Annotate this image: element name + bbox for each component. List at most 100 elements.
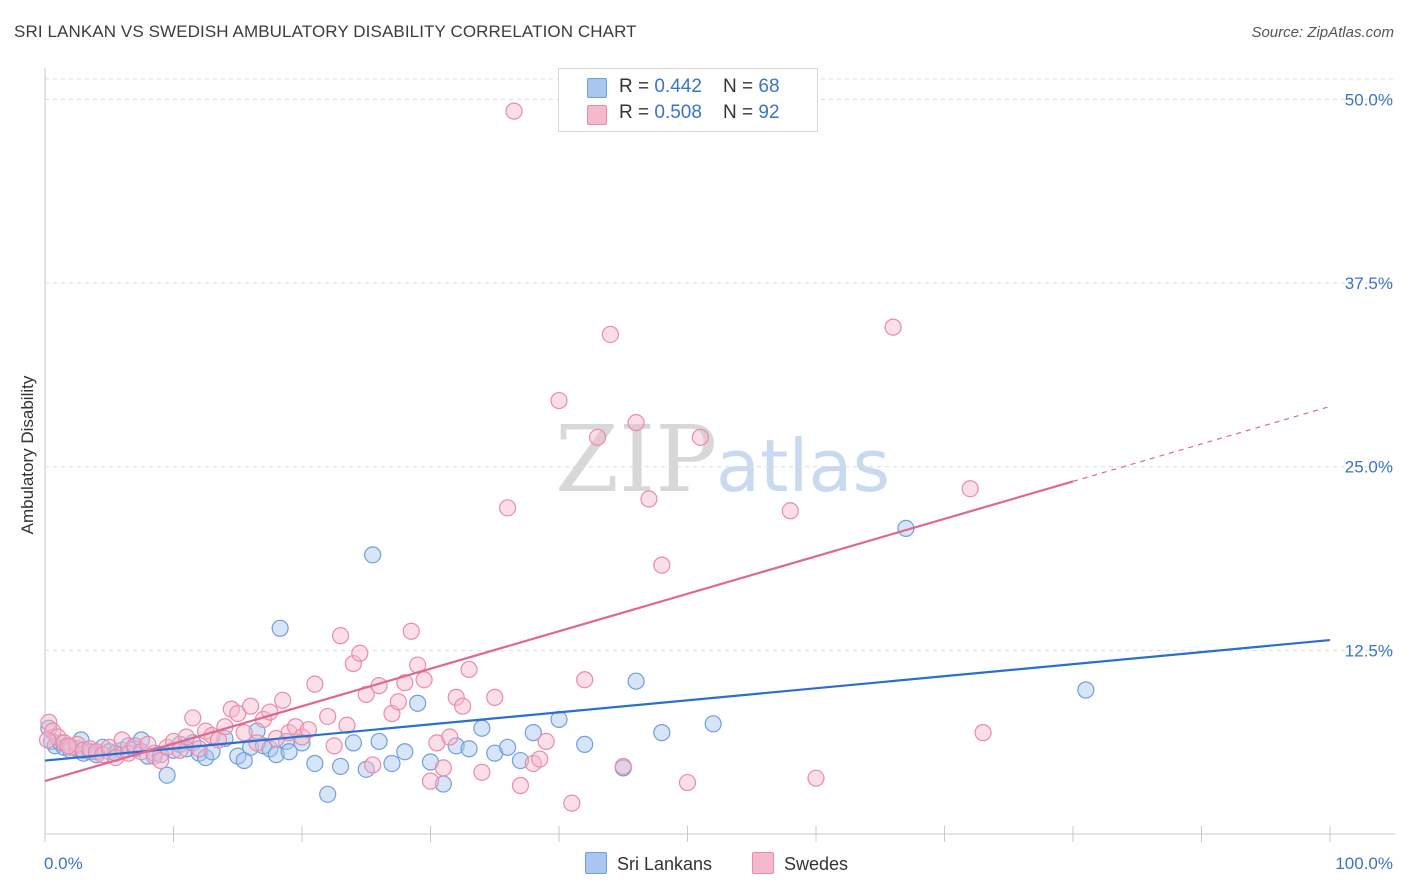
swedes-point [402,622,420,640]
stats-legend: R = 0.442 N = 68 R = 0.508 N = 92 [558,68,818,132]
y-tick-label: 50.0% [1345,90,1393,109]
swedes-point [961,480,979,498]
swedes-point [38,731,57,749]
swedes-point [190,740,208,758]
sri-lankans-point [1077,681,1095,699]
swedes-point [447,688,465,706]
swedes-point [421,772,440,790]
swedes-point [454,697,472,715]
tick-labels: 12.5% 25.0% 37.5% 50.0% 0.0% 100.0% [44,90,1393,873]
legend-n-label: N = [723,76,759,97]
swedes-point [242,697,260,715]
sri-lankans-point [364,546,382,564]
swedes-point [640,490,658,508]
sri-lankans-point [627,672,645,690]
sri-lankans-point [409,694,427,712]
swedes-point [286,718,305,736]
swedes-point [576,671,594,689]
swedes-point [248,734,266,752]
swedes-point [74,741,93,759]
swedes-point [499,499,517,517]
sri-lankans-point [499,738,517,756]
swedes-point [531,750,549,768]
bottom-legend-label: Sri Lankans [617,854,713,874]
sri-lankans-point [271,619,289,637]
legend-n-label: N = [723,102,759,123]
y-tick-label: 25.0% [1345,458,1393,477]
sri-lankans-point [473,719,491,737]
x-tick-label: 100.0% [1335,854,1393,873]
swedes-point [537,732,555,751]
watermark-atlas: atlas [716,424,890,508]
swedes-point [364,756,382,774]
swedes-point [588,428,607,446]
swedes-point [884,318,902,336]
swedes-point [274,691,292,709]
sri-lankans-point [511,751,530,770]
swedes-point [306,675,324,693]
sri-lankans-point [158,766,176,784]
sri-lankans-point [704,715,722,733]
x-tick-label: 0.0% [44,854,83,873]
legend-row-sri-lankans: R = 0.442 N = 68 [619,76,780,98]
chart-title: SRI LANKAN VS SWEDISH AMBULATORY DISABIL… [14,22,637,41]
swedes-point [331,627,350,645]
legend-row-swedes: R = 0.508 N = 92 [619,102,780,124]
swedes-point [807,769,825,787]
bottom-legend-sri-lankans: Sri Lankans [585,852,712,875]
swedes-point [460,660,478,679]
sri-lankans-point [280,743,298,761]
sri-lankans-point [460,740,478,758]
swedes-point [601,325,620,344]
sri-lankans-point [383,754,401,773]
source-label: Source: ZipAtlas.com [1251,24,1394,41]
swedes-point [351,644,369,662]
legend-r-value: 0.508 [654,102,702,123]
swedes-point [473,763,491,781]
swedes-point [59,737,77,755]
sri-lankans-point [197,748,215,767]
sri-lankans-points [40,519,1095,803]
swedes-point [319,707,337,726]
y-tick-label: 12.5% [1345,641,1393,660]
swedes-point [184,709,202,727]
swedes-point [486,688,504,706]
swedes-point [235,724,253,742]
swedes-point [511,776,530,795]
swedes-point [415,671,433,689]
swedes-point [505,102,523,120]
bottom-legend-label: Swedes [784,854,849,874]
zipatlas-watermark: ZIP atlas [555,406,890,513]
swedes-point [550,391,568,410]
swedes-point [974,724,992,742]
swedes-point [389,693,407,711]
legend-n-value: 92 [758,102,780,123]
sri-lankans-point [447,737,465,755]
swedes-point [691,428,709,446]
sri-lankans-point [331,757,350,776]
y-tick-label: 37.5% [1345,274,1393,293]
trend-lines [44,405,1331,783]
axes [44,68,1395,842]
swedes-point [441,728,459,746]
legend-r-value: 0.442 [654,76,702,97]
sri-lankans-point [306,754,324,773]
sri-lankans-point [344,734,362,752]
swedes-point [563,794,581,812]
swedes-point [325,737,343,755]
bottom-legend-swedes: Swedes [752,852,848,875]
swedes-point [781,502,799,520]
swedes-point [229,704,247,723]
swedes-point [396,674,414,692]
sri-lankans-point [524,724,542,742]
legend-r-label: R = [619,76,655,97]
swedes-point [40,713,58,731]
swedes-point [344,654,362,673]
legend-r-label: R = [619,102,655,123]
swedes-point [299,721,318,739]
sri-lankans-point [396,743,414,761]
swedes-trend-extension [1072,405,1331,482]
bottom-legend-swatch-blue [585,852,607,874]
sri-lankans-trend-line [44,638,1331,762]
